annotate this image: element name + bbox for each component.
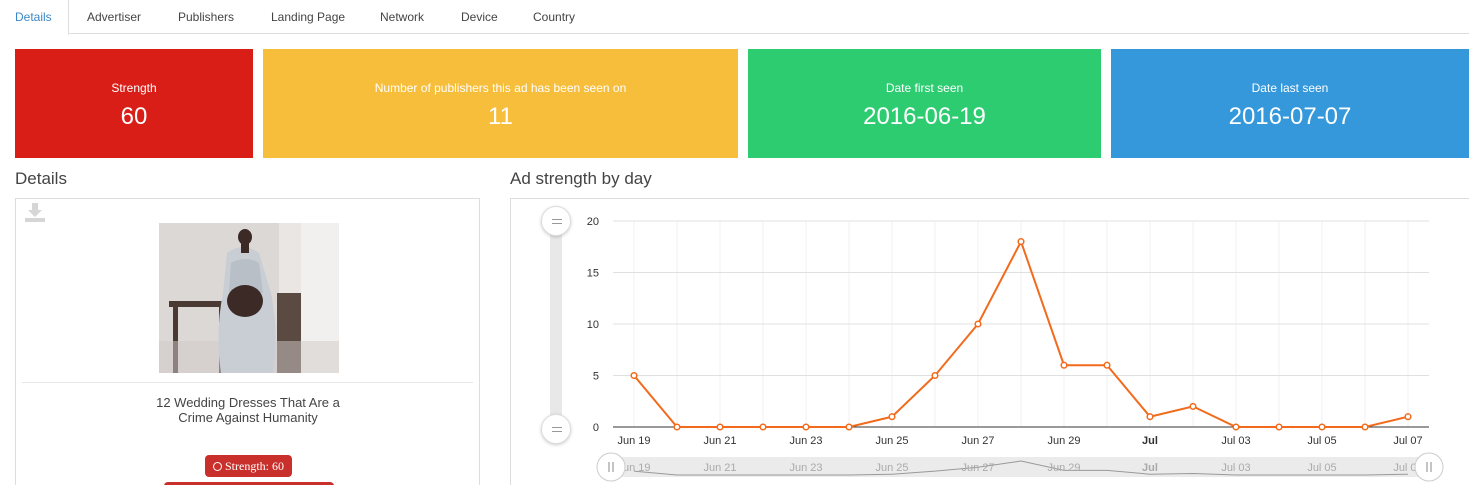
y-tick-label: 15 [587, 268, 599, 280]
data-point [1103, 361, 1111, 369]
navigator-tick-label: Jun 27 [961, 462, 994, 474]
chart-section-title: Ad strength by day [510, 169, 652, 188]
x-tick-label: Jul [1142, 435, 1158, 447]
navigator-tick-label: Jul 05 [1307, 462, 1336, 474]
navigator-mask [621, 457, 1431, 477]
y-tick-label: 5 [593, 371, 599, 383]
x-tick-label: Jul 05 [1307, 435, 1336, 447]
strength-badge-label: Strength: 60 [225, 459, 284, 473]
x-tick-label: Jun 29 [1047, 435, 1080, 447]
data-point [1232, 423, 1240, 431]
navigator-tick-label: Jun 21 [703, 462, 736, 474]
first-seen-label: Date first seen [885, 81, 964, 95]
y-range-bottom-handle[interactable] [541, 414, 571, 444]
data-point [1404, 413, 1412, 421]
data-point [1361, 423, 1369, 431]
panel-divider [22, 382, 473, 383]
details-section-title: Details [15, 169, 67, 188]
x-tick-label: Jun 21 [703, 435, 736, 447]
data-point [888, 413, 896, 421]
strength-value: 60 [120, 103, 148, 130]
data-point [1275, 423, 1283, 431]
data-point [716, 423, 724, 431]
y-tick-label: 0 [593, 422, 599, 434]
last-seen-label: Date last seen [1251, 81, 1329, 95]
navigator-tick-label: Jul [1142, 462, 1158, 474]
x-tick-label: Jun 19 [617, 435, 650, 447]
strength-badge: Strength: 60 [205, 455, 292, 477]
ad-image[interactable] [159, 223, 339, 373]
publishers-card: Number of publishers this ad has been se… [263, 49, 738, 158]
data-point [759, 423, 767, 431]
publishers-label: Number of publishers this ad has been se… [374, 81, 627, 95]
last-seen-value: 2016-07-07 [1228, 103, 1352, 130]
navigator-tick-label: Jun 29 [1047, 462, 1080, 474]
navigator-left-handle[interactable] [596, 452, 626, 482]
navigator-tick-label: Jun 25 [875, 462, 908, 474]
download-icon[interactable] [24, 201, 46, 223]
x-tick-label: Jul 03 [1221, 435, 1250, 447]
y-tick-label: 20 [587, 216, 599, 228]
data-point [1060, 361, 1068, 369]
ad-strength-chart: 0 5 10 15 20 Jun 19 Jun 21 Jun 23 Jun 25 Jun 27 Ju… [587, 216, 1444, 482]
first-seen-card: Date first seen 2016-06-19 [748, 49, 1101, 158]
details-panel: 12 Wedding Dresses That Are a Crime Agai… [15, 198, 480, 485]
tab-network[interactable]: Network [380, 10, 425, 24]
x-tick-label: Jun 27 [961, 435, 994, 447]
ad-title[interactable]: 12 Wedding Dresses That Are a Crime Agai… [156, 395, 340, 425]
x-tick-label: Jul 07 [1393, 435, 1422, 447]
navigator-right-handle[interactable] [1414, 452, 1444, 482]
navigator-tick-label: Jul 03 [1221, 462, 1250, 474]
last-seen-card: Date last seen 2016-07-07 [1111, 49, 1469, 158]
data-point [1318, 423, 1326, 431]
navigator-series [633, 460, 1409, 476]
data-point [1146, 413, 1154, 421]
x-tick-label: Jun 23 [789, 435, 822, 447]
tab-landing-page[interactable]: Landing Page [271, 10, 346, 24]
data-point [1189, 402, 1197, 410]
y-range-slider-track[interactable] [550, 221, 562, 427]
data-point [845, 423, 853, 431]
tab-device[interactable]: Device [461, 10, 498, 24]
first-seen-value: 2016-06-19 [863, 103, 986, 130]
data-point [673, 423, 681, 431]
publishers-value: 11 [488, 103, 513, 130]
strength-label: Strength [111, 81, 157, 95]
navigator-tick-label: Jun 19 [617, 462, 650, 474]
y-range-top-handle[interactable] [541, 206, 571, 236]
action-button[interactable] [164, 482, 334, 485]
strength-card: Strength 60 [15, 49, 253, 158]
data-point [630, 371, 638, 380]
y-tick-label: 10 [587, 319, 599, 331]
data-point [1017, 238, 1025, 246]
tab-details[interactable]: Details [0, 0, 69, 35]
tab-country[interactable]: Country [533, 10, 576, 24]
navigator-tick-label: Jun 23 [789, 462, 822, 474]
data-point [974, 320, 982, 328]
clock-icon [213, 462, 222, 471]
chart-panel: 0 5 10 15 20 Jun 19 Jun 21 Jun 23 Jun 25 Jun 27 Ju… [510, 198, 1469, 485]
tab-advertiser[interactable]: Advertiser [87, 10, 142, 24]
data-point [931, 371, 939, 380]
tab-publishers[interactable]: Publishers [178, 10, 235, 24]
tab-bar: Details Advertiser Publishers Landing Pa… [0, 0, 1469, 35]
x-tick-label: Jun 25 [875, 435, 908, 447]
data-point [802, 423, 810, 431]
